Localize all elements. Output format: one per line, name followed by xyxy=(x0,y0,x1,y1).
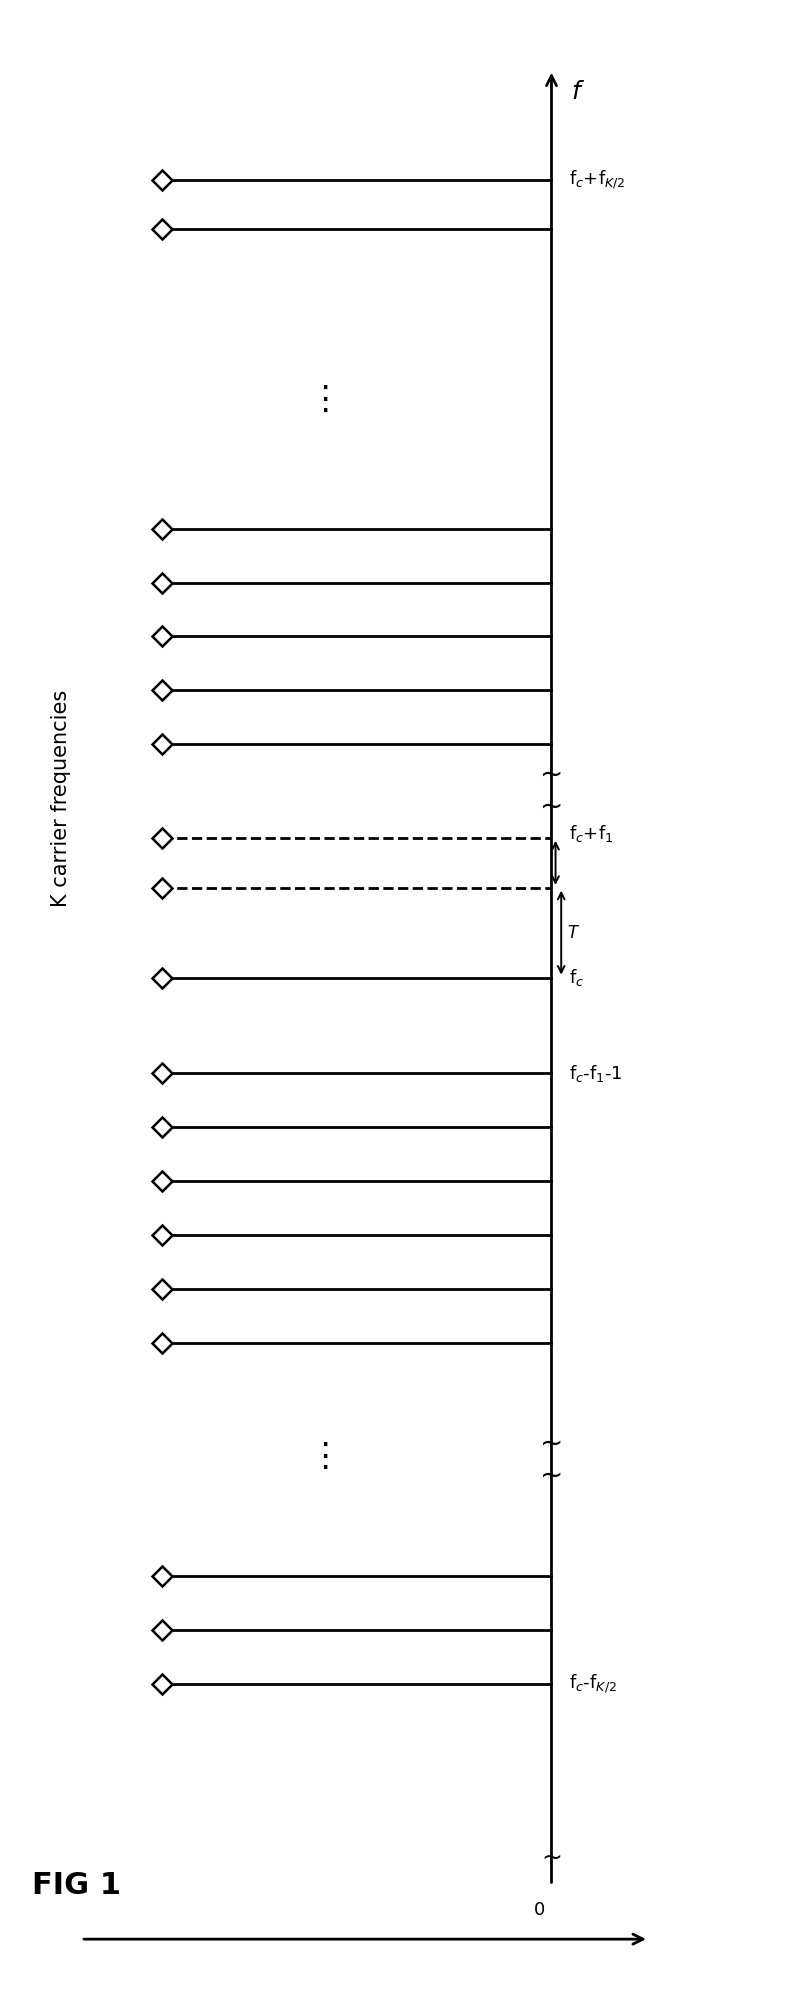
Text: ⋮: ⋮ xyxy=(307,1440,341,1472)
Text: ~: ~ xyxy=(540,792,563,822)
Text: f$_c$+f$_{K/2}$: f$_c$+f$_{K/2}$ xyxy=(569,168,625,192)
Text: K carrier frequencies: K carrier frequencies xyxy=(51,690,71,906)
Text: ~: ~ xyxy=(540,1460,563,1490)
Text: f: f xyxy=(572,80,581,104)
Text: f$_c$-f$_1$-1: f$_c$-f$_1$-1 xyxy=(569,1063,623,1083)
Text: 0: 0 xyxy=(534,1901,545,1919)
Text: ~: ~ xyxy=(540,760,563,790)
Text: ~: ~ xyxy=(540,1428,563,1458)
Text: T: T xyxy=(568,924,577,942)
Text: f$_c$: f$_c$ xyxy=(569,968,585,988)
Text: ⋮: ⋮ xyxy=(307,383,341,415)
Text: f$_c$-f$_{K/2}$: f$_c$-f$_{K/2}$ xyxy=(569,1672,617,1696)
Text: ~: ~ xyxy=(541,1845,562,1869)
Text: f$_c$+f$_1$: f$_c$+f$_1$ xyxy=(569,824,614,844)
Text: FIG 1: FIG 1 xyxy=(32,1871,122,1899)
